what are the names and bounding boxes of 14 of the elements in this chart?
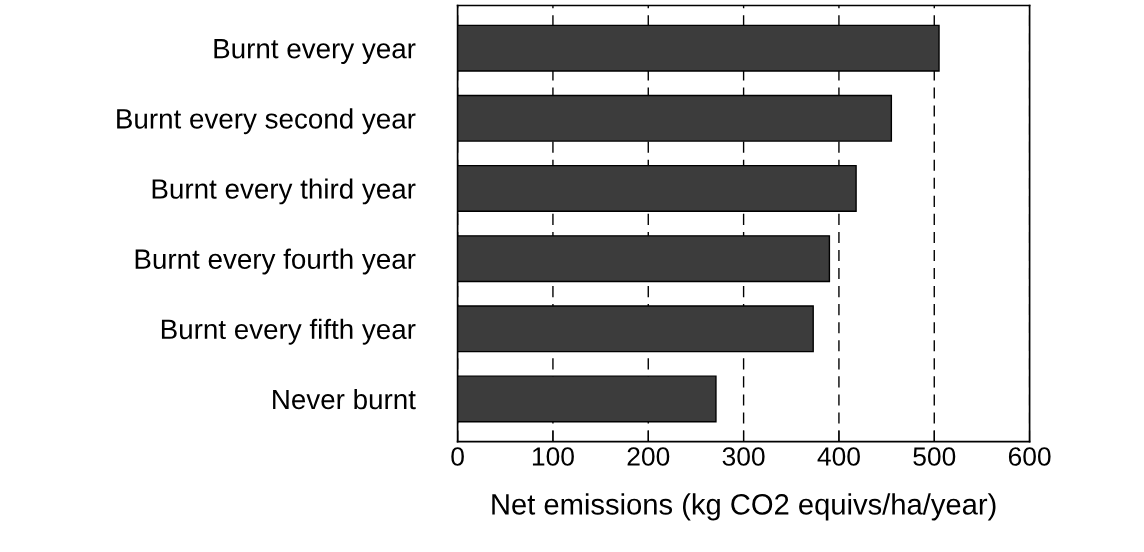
y-tick-label: Burnt every fourth year xyxy=(135,248,416,275)
y-tick-label: Burnt every year xyxy=(214,39,416,64)
y-tick-label: Never burnt xyxy=(273,388,416,410)
y-tick-label: Burnt every third year xyxy=(152,178,416,205)
x-tick-label: 300 xyxy=(722,447,765,466)
x-tick-label: 600 xyxy=(1008,447,1051,466)
x-tick-label: 100 xyxy=(532,447,574,466)
x-tick-label: 400 xyxy=(817,447,860,466)
y-tick-label: Burnt every fifth year xyxy=(161,318,416,345)
x-tick-label: 500 xyxy=(913,447,956,466)
y-tick-label: Burnt every second year xyxy=(117,108,416,135)
x-tick-label: 0 xyxy=(451,447,464,466)
x-axis-title: Net emissions (kg CO2 equivs/ha/year) xyxy=(492,493,996,521)
x-tick-label: 200 xyxy=(627,447,670,466)
